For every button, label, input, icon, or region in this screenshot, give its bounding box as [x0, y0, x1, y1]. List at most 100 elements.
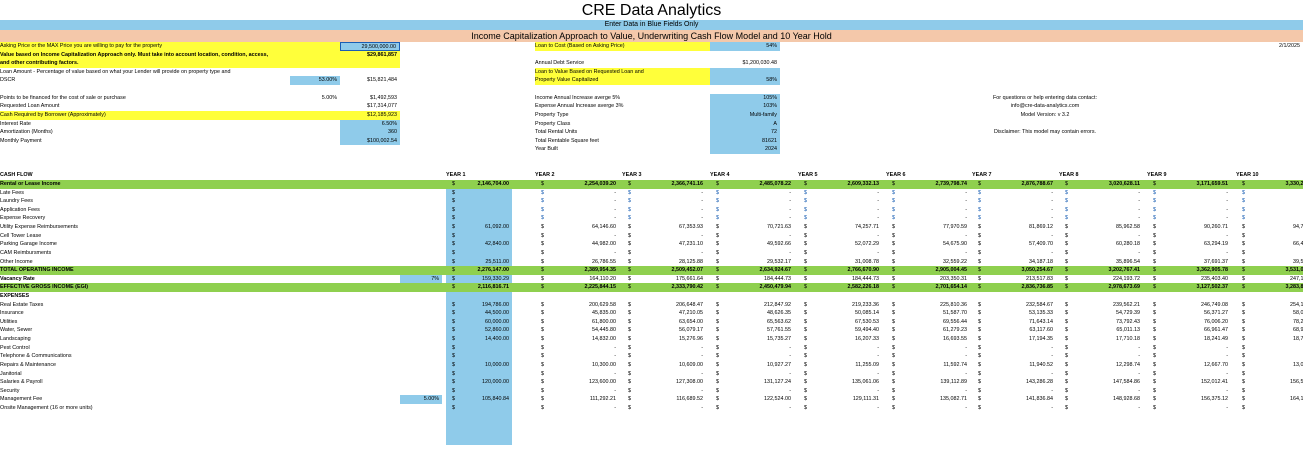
year-value: -	[614, 387, 616, 394]
summary-value[interactable]: 72	[710, 128, 780, 137]
year-value: -	[1138, 232, 1140, 239]
year-value[interactable]	[460, 343, 512, 353]
sheet-row: Landscaping $14,400.00 $14,832.00 $15,276.9…	[0, 335, 1303, 344]
dollar-sign: $	[804, 189, 807, 196]
summary-value[interactable]: 81621	[710, 136, 780, 146]
year-value: -	[1226, 405, 1228, 412]
dollar-sign: $	[452, 370, 455, 377]
year-value: 2,485,078.22	[759, 180, 791, 187]
year-value: 37,691.37	[1204, 258, 1228, 265]
summary-label: Income Annual Increase averge 5%	[535, 94, 621, 101]
year-value[interactable]: 60,000.00	[460, 317, 512, 327]
year-value: -	[614, 189, 616, 196]
year-value: 3,050,254.67	[1021, 267, 1053, 274]
year-value: -	[1250, 404, 1303, 413]
dollar-sign: $	[716, 301, 719, 308]
year-value: 148,928.68	[1113, 396, 1140, 403]
year-value[interactable]: 25,511.00	[460, 257, 512, 267]
year-value[interactable]: 2,146,704.00	[477, 180, 509, 187]
year-value[interactable]: 194,786.00	[460, 300, 512, 310]
year-value[interactable]: 105,840.84	[460, 395, 512, 405]
summary-value[interactable]: 105%	[710, 93, 780, 103]
year-value[interactable]	[460, 214, 512, 223]
summary-value[interactable]: Multi-family	[710, 110, 780, 120]
year-value: 15,735.27	[767, 336, 791, 343]
input-value[interactable]: 29,500,000.00	[340, 42, 400, 51]
dollar-sign: $	[716, 258, 719, 265]
percent-input[interactable]: 53.00%	[290, 76, 340, 86]
dollar-sign: $	[1153, 361, 1156, 368]
dollar-sign: $	[1242, 353, 1245, 360]
sheet-row: Interest Rate 6.50% Property Class A	[0, 119, 1303, 129]
dollar-sign: $	[628, 180, 631, 187]
summary-value[interactable]: A	[710, 119, 780, 129]
dollar-sign: $	[628, 232, 631, 239]
summary-value[interactable]: 54%	[710, 42, 780, 51]
year-value[interactable]	[460, 248, 512, 258]
percent-input[interactable]: 5.00%	[400, 395, 442, 405]
year-value: 65,563.62	[767, 318, 791, 325]
year-value[interactable]: 2,276,147.00	[477, 267, 509, 274]
dollar-sign: $	[716, 336, 719, 343]
year-value[interactable]: 120,000.00	[460, 378, 512, 387]
year-value[interactable]	[460, 205, 512, 215]
year-value: 2,254,039.20	[584, 180, 616, 187]
year-value[interactable]: 52,860.00	[460, 326, 512, 336]
year-header: YEAR 9	[1147, 172, 1167, 179]
dollar-sign: $	[1065, 284, 1068, 291]
year-value: 3,127,502.37	[1196, 284, 1228, 291]
year-value: 58,062.41	[1293, 310, 1303, 317]
input-value[interactable]: 6.50%	[340, 119, 400, 129]
line-item-label: Insurance	[0, 310, 24, 317]
input-value[interactable]: 360	[340, 128, 400, 137]
year-value: -	[877, 232, 879, 239]
year-value: -	[1138, 405, 1140, 412]
year-value: -	[789, 344, 791, 351]
year-value: 54,729.39	[1116, 310, 1140, 317]
summary-value[interactable]	[710, 67, 780, 77]
year-value[interactable]: 10,000.00	[460, 360, 512, 370]
year-value[interactable]: 61,092.00	[460, 223, 512, 232]
summary-value[interactable]: 103%	[710, 102, 780, 111]
year-value: 156,572.78	[1290, 379, 1303, 386]
dollar-sign: $	[541, 310, 544, 317]
dollar-sign: $	[628, 224, 631, 231]
year-value[interactable]	[460, 197, 512, 206]
year-value: 2,905,004.45	[935, 267, 967, 274]
contact-line: Disclaimer: This model may contain error…	[993, 129, 1097, 136]
percent-input[interactable]: 7%	[400, 274, 442, 284]
year-value: -	[965, 387, 967, 394]
dollar-sign: $	[892, 275, 895, 282]
dollar-sign: $	[978, 267, 981, 274]
dollar-sign: $	[892, 301, 895, 308]
dollar-sign: $	[541, 284, 544, 291]
summary-value[interactable]: 58%	[710, 76, 780, 86]
input-value[interactable]: $100,002.54	[340, 136, 400, 146]
dollar-sign: $	[892, 327, 895, 334]
dollar-sign: $	[892, 258, 895, 265]
year-value[interactable]: 159,330.29	[460, 274, 512, 284]
year-value[interactable]	[460, 188, 512, 198]
sheet-row: Year Built 2024	[0, 145, 1303, 155]
year-value[interactable]	[460, 386, 512, 396]
dollar-sign: $	[804, 361, 807, 368]
year-value[interactable]: 2,116,816.71	[477, 284, 509, 291]
sheet-row: Laundry Fees$$-$-$-$-$-$-$-$-$-	[0, 197, 1303, 206]
dollar-sign: $	[452, 361, 455, 368]
year-value[interactable]	[460, 352, 512, 361]
year-value: -	[1051, 344, 1053, 351]
year-value[interactable]: 14,400.00	[460, 335, 512, 344]
line-item-label: EXPENSES	[0, 292, 30, 299]
year-value: 73,792.43	[1116, 318, 1140, 325]
sheet-row: Cash Required by Borrower (Approximately…	[0, 110, 1303, 120]
year-value[interactable]	[460, 369, 512, 379]
dollar-sign: $	[978, 387, 981, 394]
year-value: 13,047.73	[1293, 361, 1303, 368]
dollar-sign: $	[452, 189, 455, 196]
year-value[interactable]	[460, 231, 512, 241]
year-value[interactable]	[460, 404, 512, 413]
dollar-sign: $	[978, 215, 981, 222]
year-value[interactable]: 42,840.00	[460, 240, 512, 249]
year-value[interactable]: 44,500.00	[460, 309, 512, 318]
summary-value[interactable]: 2024	[710, 145, 780, 155]
